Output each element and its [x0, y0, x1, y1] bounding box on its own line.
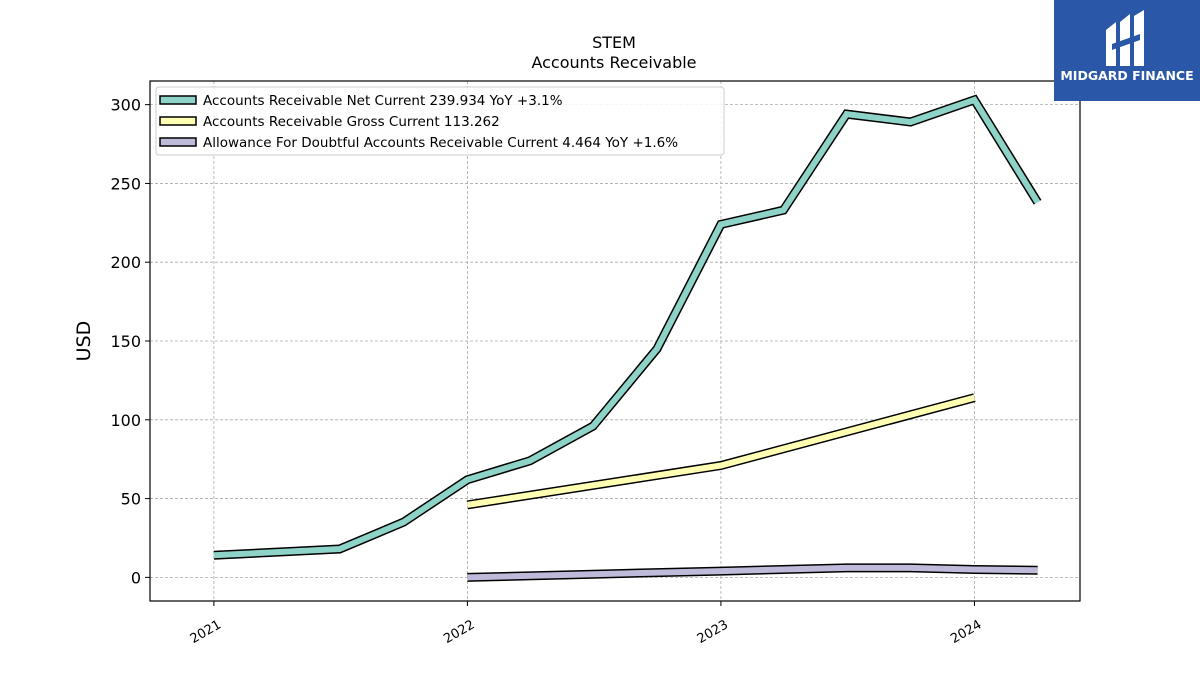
y-axis-label: USD [73, 321, 95, 362]
y-tick-label: 100 [110, 411, 141, 430]
legend-entry: Accounts Receivable Net Current 239.934 … [203, 93, 563, 109]
y-tick-label: 0 [131, 568, 141, 587]
x-tick-label: 2024 [948, 617, 984, 647]
series-line-1 [213, 94, 1042, 560]
chart-subtitle: Accounts Receivable [531, 53, 696, 72]
series-line-2 [466, 393, 976, 510]
legend-entry: Accounts Receivable Gross Current 113.26… [203, 114, 500, 130]
x-tick-label: 2023 [695, 617, 731, 647]
y-tick-label: 150 [110, 332, 141, 351]
brand-logo-text: MIDGARD FINANCE [1060, 68, 1194, 83]
series-fill [213, 96, 1041, 559]
brand-logo-icon [1106, 10, 1144, 66]
y-tick-label: 250 [110, 174, 141, 193]
series-lines [213, 94, 1042, 582]
brand-logo: MIDGARD FINANCE [1054, 0, 1200, 101]
legend-box [155, 86, 725, 156]
grid [150, 81, 1080, 601]
x-tick-label: 2022 [441, 617, 477, 647]
y-axis-ticks: 0 50 100 150 200 250 300 [110, 96, 150, 587]
series-fill [467, 564, 1038, 581]
x-tick-label: 2021 [188, 617, 224, 647]
y-tick-label: 200 [110, 253, 141, 272]
series-outline [213, 94, 1042, 560]
y-tick-label: 50 [121, 490, 141, 509]
chart-title: STEM [592, 33, 636, 52]
legend-swatch [159, 116, 197, 126]
legend: Accounts Receivable Net Current 239.934 … [155, 86, 725, 156]
legend-swatch [159, 95, 197, 105]
x-axis-ticks: 2021 2022 2023 2024 [188, 601, 984, 647]
series-line-3 [467, 563, 1038, 582]
y-tick-label: 300 [110, 96, 141, 115]
series-fill [466, 394, 976, 508]
legend-swatch [159, 137, 197, 147]
legend-entry: Allowance For Doubtful Accounts Receivab… [203, 135, 678, 151]
